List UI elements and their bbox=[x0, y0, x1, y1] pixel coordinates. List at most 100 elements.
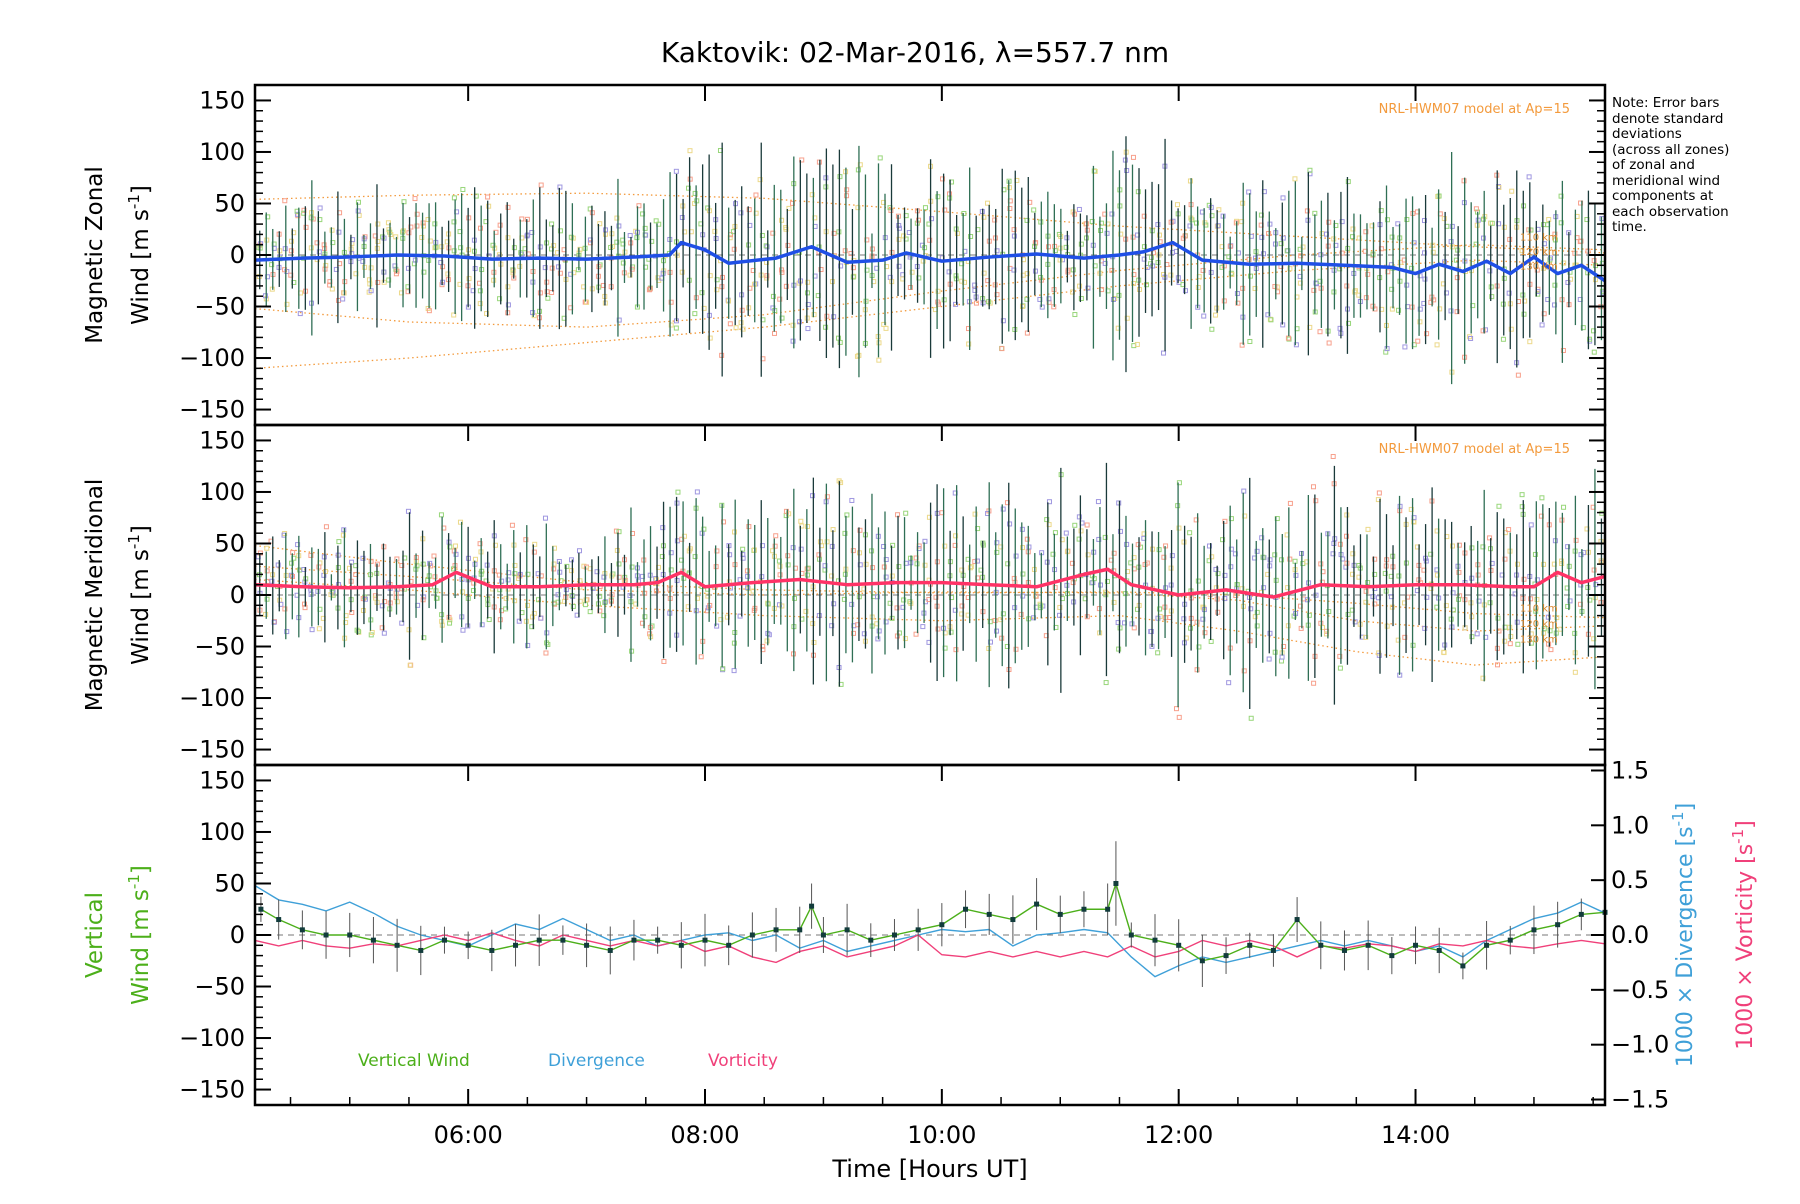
scatter-point bbox=[994, 540, 1000, 546]
scatter-point bbox=[916, 275, 922, 281]
scatter-point bbox=[1096, 536, 1102, 542]
y2-tick-label: −1.0 bbox=[1611, 1031, 1669, 1059]
divergence-line bbox=[254, 885, 1606, 978]
scatter-point bbox=[1526, 174, 1532, 180]
scatter-point bbox=[405, 265, 411, 271]
scatter-point bbox=[913, 631, 919, 637]
x-tick-label: 08:00 bbox=[670, 1121, 739, 1149]
scatter-point bbox=[407, 662, 413, 668]
data-point bbox=[773, 927, 779, 933]
scatter-point bbox=[349, 559, 355, 565]
scatter-point bbox=[1085, 285, 1091, 291]
scatter-point bbox=[432, 245, 438, 251]
y-tick-label: 100 bbox=[199, 818, 245, 846]
scatter-point bbox=[1118, 231, 1124, 237]
scatter-point bbox=[759, 543, 765, 549]
data-point bbox=[465, 942, 471, 948]
scatter-point bbox=[1528, 522, 1534, 528]
scatter-point bbox=[764, 638, 770, 644]
scatter-point bbox=[1469, 545, 1475, 551]
legend-entry: Vertical Wind bbox=[358, 1051, 470, 1071]
scatter-point bbox=[1546, 641, 1552, 647]
scatter-point bbox=[694, 595, 700, 601]
scatter-point bbox=[1052, 585, 1058, 591]
data-point bbox=[607, 947, 613, 953]
scatter-point bbox=[805, 290, 811, 296]
scatter-point bbox=[909, 269, 915, 275]
data-point bbox=[1531, 927, 1537, 933]
scatter-point bbox=[414, 563, 420, 569]
scatter-point bbox=[1313, 592, 1319, 598]
scatter-point bbox=[1578, 552, 1584, 558]
data-point bbox=[915, 927, 921, 933]
scatter-point bbox=[1254, 609, 1260, 615]
scatter-point bbox=[1157, 606, 1163, 612]
scatter-point bbox=[1480, 216, 1486, 222]
scatter-point bbox=[1209, 554, 1215, 560]
scatter-point bbox=[992, 217, 998, 223]
scatter-point bbox=[525, 602, 531, 608]
scatter-point bbox=[1063, 244, 1069, 250]
scatter-point bbox=[674, 252, 680, 258]
data-point bbox=[891, 932, 897, 938]
scatter-point bbox=[379, 603, 385, 609]
scatter-point bbox=[1285, 335, 1291, 341]
scatter-point bbox=[842, 248, 848, 254]
scatter-point bbox=[1337, 653, 1343, 659]
x-tick-label: 14:00 bbox=[1381, 1121, 1450, 1149]
y2-label-text: 1000 × Vorticity [s bbox=[1733, 844, 1758, 1050]
scatter-point bbox=[1065, 267, 1071, 273]
scatter-point bbox=[877, 155, 883, 161]
scatter-point bbox=[1376, 650, 1382, 656]
scatter-point bbox=[466, 276, 472, 282]
scatter-point bbox=[953, 533, 959, 539]
scatter-point bbox=[432, 574, 438, 580]
scatter-point bbox=[1548, 255, 1554, 261]
scatter-point bbox=[1496, 221, 1502, 227]
scatter-point bbox=[1326, 609, 1332, 615]
scatter-point bbox=[1103, 680, 1109, 686]
scatter-point bbox=[1148, 628, 1154, 634]
scatter-point bbox=[1481, 235, 1487, 241]
scatter-point bbox=[850, 274, 856, 280]
scatter-point bbox=[1187, 223, 1193, 229]
scatter-point bbox=[1565, 279, 1571, 285]
scatter-point bbox=[1372, 556, 1378, 562]
y2-label-text: 1000 × Divergence [s bbox=[1673, 826, 1698, 1067]
scatter-point bbox=[902, 636, 908, 642]
data-point bbox=[1223, 953, 1229, 959]
scatter-point bbox=[1267, 630, 1273, 636]
y2-tick-label: 1.0 bbox=[1611, 811, 1649, 839]
scatter-point bbox=[1515, 372, 1521, 378]
scatter-point bbox=[1514, 561, 1520, 567]
scatter-point bbox=[777, 296, 783, 302]
data-point bbox=[1460, 963, 1466, 969]
scatter-point bbox=[901, 597, 907, 603]
scatter-point bbox=[542, 265, 548, 271]
scatter-point bbox=[386, 227, 392, 233]
scatter-point bbox=[386, 277, 392, 283]
scatter-point bbox=[1389, 306, 1395, 312]
scatter-point bbox=[896, 263, 902, 269]
scatter-point bbox=[414, 223, 420, 229]
panel-zonal: NRL-HWM07 model at Ap=15 110 km 120 km 130 … bbox=[82, 83, 1607, 427]
scatter-point bbox=[538, 615, 544, 621]
x-tick-label: 10:00 bbox=[907, 1121, 976, 1149]
model-alt-label: 110 km bbox=[1520, 603, 1558, 614]
scatter-point bbox=[288, 572, 294, 578]
scatter-point bbox=[927, 237, 933, 243]
scatter-point bbox=[1376, 490, 1382, 496]
scatter-point bbox=[1352, 619, 1358, 625]
scatter-point bbox=[1176, 480, 1182, 486]
scatter-point bbox=[1559, 560, 1565, 566]
scatter-point bbox=[777, 563, 783, 569]
scatter-point bbox=[1254, 623, 1260, 629]
scatter-point bbox=[712, 228, 718, 234]
scatter-point bbox=[1115, 325, 1121, 331]
scatter-point bbox=[1011, 267, 1017, 273]
scatter-point bbox=[1161, 554, 1167, 560]
scatter-point bbox=[512, 598, 518, 604]
scatter-point bbox=[499, 578, 505, 584]
scatter-point bbox=[451, 219, 457, 225]
data-point bbox=[276, 917, 282, 923]
